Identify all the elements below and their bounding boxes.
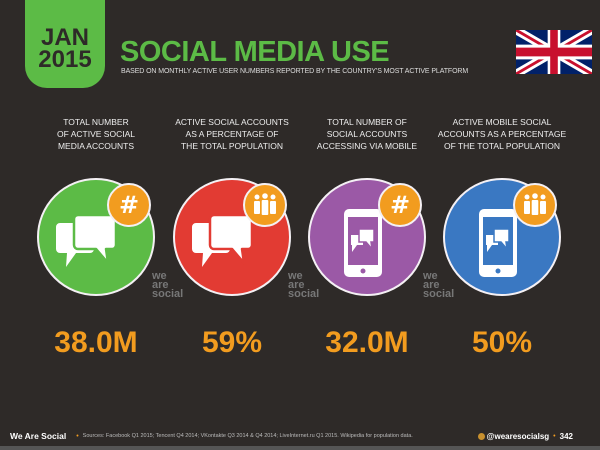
people-icon (243, 183, 287, 227)
hash-icon: # (107, 183, 151, 227)
stat-card: # (21, 172, 171, 302)
stat-label: TOTAL NUMBER OF ACTIVE SOCIAL MEDIA ACCO… (57, 117, 135, 151)
chat-bubbles-icon (56, 213, 118, 267)
page-subtitle: BASED ON MONTHLY ACTIVE USER NUMBERS REP… (121, 68, 469, 75)
mobile-chat-icon (344, 209, 382, 277)
page-title: SOCIAL MEDIA USE (120, 36, 390, 68)
svg-text:#: # (390, 191, 410, 219)
stat-card: # (292, 172, 442, 302)
united-kingdom-flag (516, 30, 592, 74)
we-are-social-watermark: we are social (288, 270, 320, 300)
stat-label: ACTIVE MOBILE SOCIAL ACCOUNTS AS A PERCE… (437, 117, 567, 151)
stat-value: 32.0M (325, 326, 409, 359)
svg-text:#: # (119, 191, 139, 219)
footer-handle[interactable]: @wearesocialsg (486, 431, 550, 441)
date-month: JAN (40, 24, 89, 51)
separator-dot: • (76, 432, 79, 440)
date-year: 2015 (38, 46, 92, 73)
stat-card (427, 172, 577, 302)
we-are-social-watermark: we are social (152, 270, 184, 300)
footer-logo-icon (477, 432, 485, 440)
hash-icon: # (378, 183, 422, 227)
date-badge: JAN 2015 (25, 0, 105, 88)
footer: We Are Social • Sources: Facebook Q1 201… (0, 424, 600, 448)
bottom-bar (0, 446, 600, 450)
footer-brand: We Are Social (10, 431, 67, 441)
stat-label: ACTIVE SOCIAL ACCOUNTS AS A PERCENTAGE O… (175, 117, 289, 151)
people-icon (513, 183, 557, 227)
stat-card (157, 172, 307, 302)
stat-value: 50% (471, 326, 533, 359)
stat-label: TOTAL NUMBER OF SOCIAL ACCOUNTS ACCESSIN… (316, 117, 418, 151)
stat-value: 38.0M (54, 326, 138, 359)
we-are-social-watermark: we are social (423, 270, 455, 300)
page-number: 342 (559, 431, 573, 441)
stat-value: 59% (201, 326, 263, 359)
mobile-chat-icon (479, 209, 517, 277)
footer-sources: Sources: Facebook Q1 2015; Tencent Q4 20… (82, 433, 413, 439)
separator-dot: • (553, 432, 556, 440)
